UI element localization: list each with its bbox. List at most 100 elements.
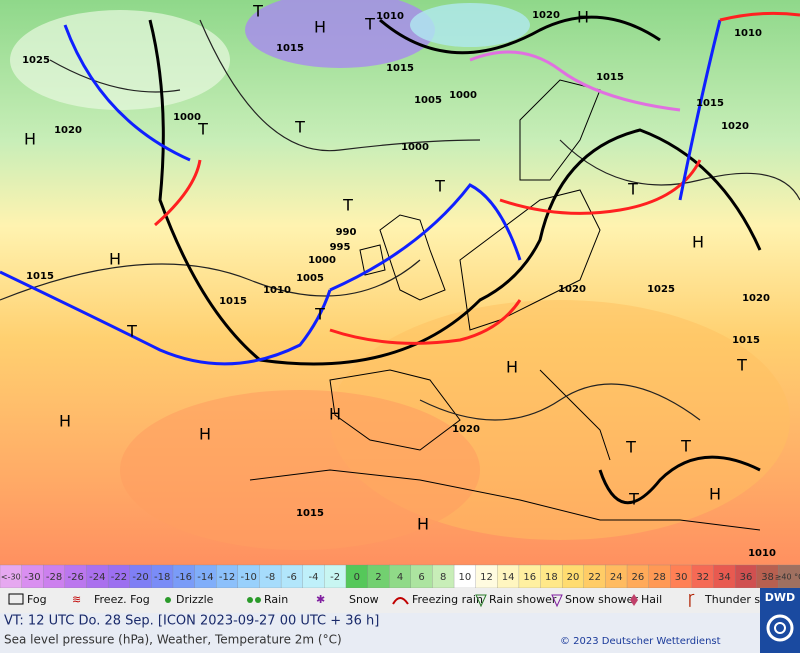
pressure-center: T <box>628 490 639 509</box>
pressure-center: T <box>252 2 263 21</box>
pressure-center: H <box>506 358 518 377</box>
legend-label: Hail <box>641 593 662 606</box>
legend-label: Drizzle <box>176 593 214 606</box>
isobar-label: 1005 <box>296 273 324 284</box>
scale-label: -28 <box>46 572 62 583</box>
scale-label: -12 <box>219 572 235 583</box>
isobar-label: 1020 <box>452 424 480 435</box>
isobar-label: 1015 <box>219 296 247 307</box>
pressure-center: T <box>434 177 445 196</box>
logo-text: DWD <box>765 591 795 604</box>
pressure-center: H <box>199 425 211 444</box>
scale-label: <-30 <box>1 573 21 582</box>
isobar-label: 1010 <box>734 28 762 39</box>
pressure-center: T <box>627 180 638 199</box>
scale-label: 10 <box>458 572 471 583</box>
scale-label: -26 <box>68 572 84 583</box>
isobar-label: 1010 <box>376 11 404 22</box>
isobar-label: 1015 <box>386 63 414 74</box>
scale-label: -20 <box>132 572 148 583</box>
pressure-center: H <box>417 515 429 534</box>
isobar-label: 1020 <box>532 10 560 21</box>
pressure-center: T <box>197 120 208 139</box>
pressure-center: T <box>625 438 636 457</box>
isobar-label: 1010 <box>263 285 291 296</box>
scale-label: 28 <box>653 572 666 583</box>
map <box>0 0 800 565</box>
isobar-label: 1015 <box>26 271 54 282</box>
legend-label: Rain <box>264 593 288 606</box>
pressure-center: H <box>24 130 36 149</box>
pressure-center: T <box>364 15 375 34</box>
scale-label: -18 <box>154 572 170 583</box>
scale-label: 36 <box>740 572 753 583</box>
scale-label: -10 <box>240 572 256 583</box>
pressure-center: T <box>314 305 325 324</box>
scale-label: 24 <box>610 572 623 583</box>
scale-label: -14 <box>197 572 213 583</box>
temperature-scale: <-30 -30 -28 -26 -24 -22 -20 -18 -16 -14 -12 -10 -8-… <box>0 564 800 589</box>
isobar-label: 1015 <box>296 508 324 519</box>
isobar-label: 1025 <box>22 55 50 66</box>
scale-label: 4 <box>397 572 403 583</box>
pressure-center: T <box>294 118 305 137</box>
pressure-center: H <box>709 485 721 504</box>
pressure-center: T <box>736 356 747 375</box>
scale-label: -30 <box>24 572 40 583</box>
scale-label: 38 <box>761 572 774 583</box>
legend-label: Snow shower <box>565 593 638 606</box>
pressure-center: T <box>342 196 353 215</box>
scale-label: -4 <box>309 572 319 583</box>
scale-label: 18 <box>545 572 558 583</box>
scale-label: 16 <box>523 572 536 583</box>
scale-label: 8 <box>440 572 446 583</box>
scale-label: 30 <box>675 572 688 583</box>
pressure-center: T <box>680 437 691 456</box>
scale-label: 22 <box>588 572 601 583</box>
pressure-center: H <box>314 18 326 37</box>
isobar-label: 1000 <box>449 90 477 101</box>
scale-label: 12 <box>480 572 493 583</box>
legend-label: Freezing rain <box>412 593 483 606</box>
scale-label: 26 <box>631 572 644 583</box>
scale-label: -2 <box>330 572 340 583</box>
pressure-center: T <box>126 322 137 341</box>
isobar-label: 1020 <box>742 293 770 304</box>
footer: VT: 12 UTC Do. 28 Sep. [ICON 2023-09-27 … <box>0 588 800 653</box>
scale-label: -22 <box>111 572 127 583</box>
scale-label: 32 <box>696 572 709 583</box>
isobar-label: 990 <box>336 227 357 238</box>
isobar-label: 1005 <box>414 95 442 106</box>
legend-label: Fog <box>27 593 47 606</box>
scale-label: 20 <box>567 572 580 583</box>
pressure-center: H <box>59 412 71 431</box>
legend-icon: ✱ <box>316 593 325 606</box>
scale-label: 14 <box>502 572 515 583</box>
pressure-center: H <box>577 8 589 27</box>
scale-label: 34 <box>718 572 731 583</box>
legend-label: Snow <box>349 593 379 606</box>
isobar-label: 1015 <box>732 335 760 346</box>
scale-label: -24 <box>89 572 105 583</box>
scale-label: -16 <box>176 572 192 583</box>
isobar-label: 1000 <box>173 112 201 123</box>
pressure-center: H <box>109 250 121 269</box>
scale-label: 6 <box>418 572 424 583</box>
isobar-label: 995 <box>330 242 351 253</box>
copyright: © 2023 Deutscher Wetterdienst <box>560 636 721 647</box>
legend-label: Freez. Fog <box>94 593 150 606</box>
pressure-center: H <box>329 405 341 424</box>
scale-label: -8 <box>265 572 275 583</box>
isobar-label: 1020 <box>558 284 586 295</box>
isobar-label: 1010 <box>748 548 776 559</box>
scale-label: ≥40 °C <box>775 573 800 582</box>
legend-icon: Ꞅ <box>688 592 695 608</box>
legend: Fog ≋ Freez. Fog Drizzle Rain ✱ Snow Fre… <box>0 588 800 613</box>
valid-time: VT: 12 UTC Do. 28 Sep. [ICON 2023-09-27 … <box>4 614 379 629</box>
isobar-label: 1000 <box>308 255 336 266</box>
isobar-label: 1015 <box>696 98 724 109</box>
description: Sea level pressure (hPa), Weather, Tempe… <box>4 633 342 647</box>
isobar-label: 1015 <box>596 72 624 83</box>
scale-label: 0 <box>354 572 360 583</box>
